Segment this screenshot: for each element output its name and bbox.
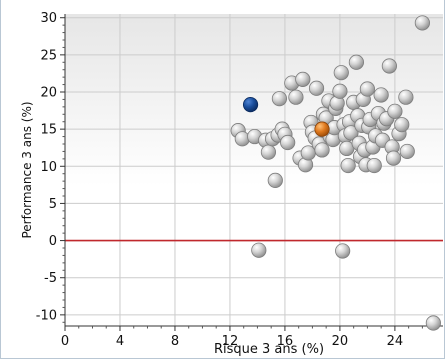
- peer-fund-point: [385, 150, 402, 166]
- peer-fund-point: [295, 71, 311, 87]
- x-tick-label: 24: [387, 334, 404, 349]
- x-tick-label: 16: [277, 334, 294, 349]
- highlighted-fund-point-blue: [242, 97, 259, 113]
- y-tick-label: 30: [40, 11, 57, 26]
- peer-fund-point: [381, 58, 397, 74]
- peer-fund-point: [271, 91, 288, 107]
- peer-fund-point: [398, 89, 414, 105]
- y-tick-label: 20: [40, 86, 57, 101]
- peer-fund-point: [267, 172, 283, 188]
- y-tick-label: 25: [40, 48, 57, 63]
- y-tick-label: 10: [40, 160, 57, 175]
- peer-fund-point: [359, 81, 375, 97]
- y-tick-label: 5: [49, 197, 57, 212]
- peer-fund-point: [387, 103, 403, 119]
- peer-fund-point: [234, 131, 250, 147]
- highlighted-fund-point-orange: [314, 121, 330, 137]
- y-tick-label: -5: [44, 271, 57, 286]
- peer-fund-point: [314, 142, 330, 158]
- y-tick-label: 0: [49, 234, 57, 249]
- x-tick-label: 8: [171, 334, 179, 349]
- peer-fund-point: [251, 242, 267, 258]
- peer-fund-point: [288, 89, 304, 105]
- peer-fund-point: [260, 144, 277, 160]
- x-tick-labels: 0 4 8 12 16 20 24: [61, 334, 403, 349]
- peer-fund-point: [340, 157, 356, 174]
- y-axis-title: Performance 3 ans (%): [20, 101, 34, 238]
- x-axis-title: Risque 3 ans (%): [214, 342, 324, 357]
- y-tick-label: -10: [36, 308, 57, 323]
- peer-fund-point: [366, 157, 382, 174]
- peer-fund-point: [333, 65, 349, 81]
- peer-fund-point: [348, 54, 365, 70]
- peer-fund-point: [399, 143, 415, 160]
- peer-fund-point: [335, 243, 351, 259]
- peer-fund-point: [425, 315, 441, 331]
- data-points: [230, 15, 441, 331]
- x-tick-label: 0: [61, 334, 69, 349]
- peer-fund-point: [373, 87, 389, 103]
- peer-fund-point: [280, 134, 296, 151]
- peer-fund-point: [343, 125, 359, 141]
- x-tick-label: 20: [332, 334, 349, 349]
- axes: [60, 14, 443, 331]
- peer-fund-point: [332, 83, 348, 99]
- peer-fund-point: [394, 117, 410, 133]
- x-tick-label: 12: [222, 334, 239, 349]
- x-tick-label: 4: [116, 334, 124, 349]
- peer-fund-point: [414, 15, 430, 31]
- y-tick-labels: -10 -5 0 5 10 15 20 25 30: [36, 11, 57, 323]
- peer-fund-point: [308, 80, 325, 96]
- y-tick-label: 15: [40, 123, 57, 138]
